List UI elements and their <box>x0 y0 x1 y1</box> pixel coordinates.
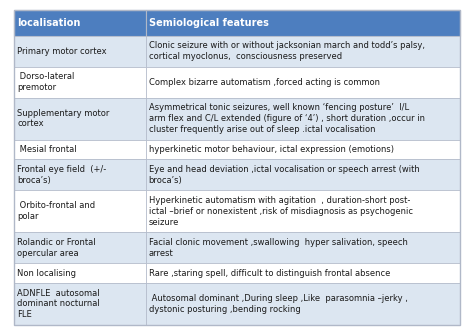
Bar <box>146 139 460 159</box>
Text: Eye and head deviation ,ictal vocalisation or speech arrest (with
broca’s): Eye and head deviation ,ictal vocalisati… <box>148 165 419 185</box>
Bar <box>146 190 460 232</box>
Bar <box>146 263 460 283</box>
Bar <box>14 232 146 263</box>
Text: Dorso-lateral
premotor: Dorso-lateral premotor <box>17 72 74 92</box>
Text: hyperkinetic motor behaviour, ictal expression (emotions): hyperkinetic motor behaviour, ictal expr… <box>148 145 393 154</box>
Bar <box>14 190 146 232</box>
Text: Supplementary motor
cortex: Supplementary motor cortex <box>17 109 109 128</box>
Bar <box>14 97 146 139</box>
Bar <box>14 67 146 97</box>
Text: Semiological features: Semiological features <box>148 18 268 28</box>
Text: Autosomal dominant ,During sleep ,Like  parasomnia –jerky ,
dystonic posturing ,: Autosomal dominant ,During sleep ,Like p… <box>148 294 407 314</box>
Text: Rare ,staring spell, difficult to distinguish frontal absence: Rare ,staring spell, difficult to distin… <box>148 269 390 278</box>
Text: Clonic seizure with or without jacksonian march and todd’s palsy,
cortical myocl: Clonic seizure with or without jacksonia… <box>148 41 425 61</box>
Text: Facial clonic movement ,swallowing  hyper salivation, speech
arrest: Facial clonic movement ,swallowing hyper… <box>148 238 407 258</box>
Text: Primary motor cortex: Primary motor cortex <box>17 47 107 56</box>
Bar <box>146 10 460 36</box>
Bar <box>146 36 460 67</box>
Text: Non localising: Non localising <box>17 269 76 278</box>
Text: ADNFLE  autosomal
dominant nocturnal
FLE: ADNFLE autosomal dominant nocturnal FLE <box>17 289 100 319</box>
Bar <box>14 159 146 190</box>
Text: Rolandic or Frontal
opercular area: Rolandic or Frontal opercular area <box>17 238 96 258</box>
Bar <box>14 263 146 283</box>
Text: Complex bizarre automatism ,forced acting is common: Complex bizarre automatism ,forced actin… <box>148 78 380 87</box>
Text: localisation: localisation <box>17 18 81 28</box>
Bar <box>146 283 460 325</box>
Bar <box>146 67 460 97</box>
Text: Mesial frontal: Mesial frontal <box>17 145 77 154</box>
Text: Orbito-frontal and
polar: Orbito-frontal and polar <box>17 201 95 221</box>
Bar <box>146 97 460 139</box>
Bar <box>14 283 146 325</box>
Text: Asymmetrical tonic seizures, well known ‘fencing posture’  I/L
arm flex and C/L : Asymmetrical tonic seizures, well known … <box>148 103 425 134</box>
Text: Frontal eye field  (+/-
broca’s): Frontal eye field (+/- broca’s) <box>17 165 106 185</box>
Text: Hyperkinetic automatism with agitation  , duration-short post-
ictal –brief or n: Hyperkinetic automatism with agitation ,… <box>148 196 412 226</box>
Bar <box>14 10 146 36</box>
Bar <box>14 36 146 67</box>
Bar <box>146 232 460 263</box>
Bar <box>146 159 460 190</box>
Bar <box>14 139 146 159</box>
